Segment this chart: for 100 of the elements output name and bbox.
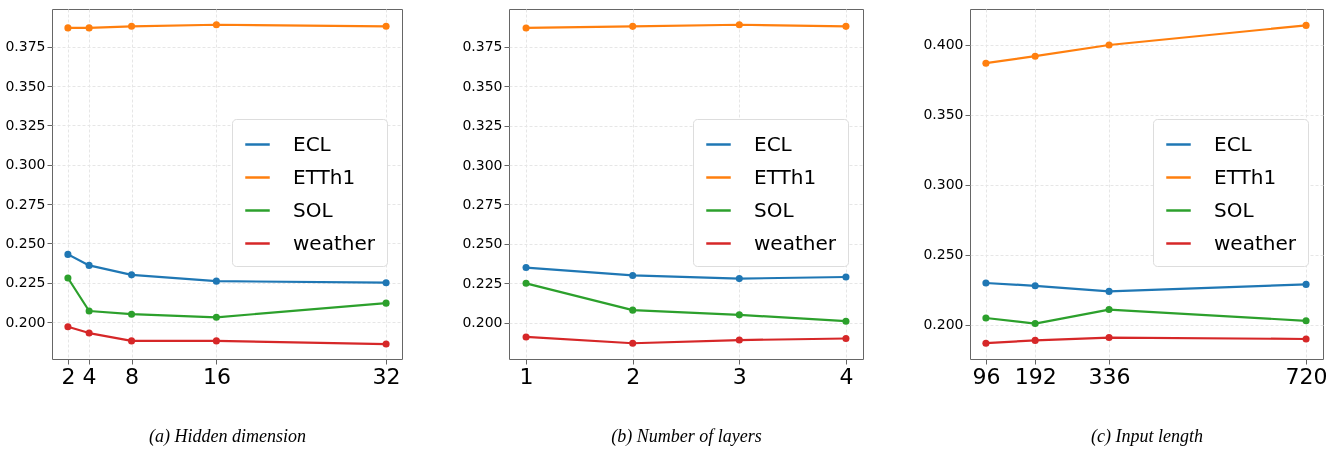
x-tick-label: 2 [626,363,641,389]
point [128,337,136,345]
legend-label: weather [293,230,376,255]
x-axis-title: (a) Hidden dimension [149,425,306,447]
y-tick-label: 0.300 [462,156,503,173]
point [64,323,72,331]
point [982,59,990,67]
point [1031,320,1039,328]
point [1105,306,1113,314]
point [382,279,390,287]
y-tick-label: 0.225 [462,274,503,291]
point [982,314,990,322]
y-tick-label: 0.350 [5,77,46,94]
point [629,22,637,30]
y-tick-label: 0.300 [923,176,964,193]
x-axis-title: (b) Number of layers [611,425,762,447]
legend-label: weather [754,230,837,255]
point [629,339,637,347]
point [522,333,530,341]
legend-label: ETTh1 [293,164,356,189]
y-tick-label: 0.200 [923,316,964,333]
point [85,329,93,337]
y-tick-label: 0.200 [5,313,46,330]
y-tick-label: 0.350 [923,106,964,123]
point [128,310,136,318]
point [212,277,220,285]
legend-label: ECL [1214,131,1253,156]
x-tick-label: 32 [372,363,401,389]
y-tick-label: 0.300 [5,156,46,173]
x-tick-label: 2 [61,363,76,389]
point [522,264,530,272]
point [64,274,72,282]
x-tick-label: 720 [1285,363,1328,389]
y-tick-label: 0.275 [5,195,46,212]
point [735,275,743,283]
point [522,24,530,32]
y-tick-label: 0.325 [462,117,503,134]
point [842,22,850,30]
point [212,21,220,29]
point [128,271,136,279]
point [1302,280,1310,288]
legend-label: ECL [754,131,793,156]
point [64,24,72,32]
point [735,311,743,319]
point [1031,52,1039,60]
point [382,340,390,348]
x-tick-label: 8 [125,363,140,389]
point [85,261,93,269]
x-tick-label: 4 [82,363,97,389]
point [1105,41,1113,49]
y-tick-label: 0.250 [462,235,503,252]
x-tick-label: 1 [519,363,534,389]
y-tick-label: 0.350 [462,77,503,94]
point [982,279,990,287]
point [128,22,136,30]
y-tick-label: 0.375 [462,38,503,55]
x-tick-label: 16 [202,363,231,389]
point [629,306,637,314]
point [212,337,220,345]
point [85,24,93,32]
x-axis-title: (c) Input length [1091,425,1203,447]
y-tick-label: 0.325 [5,116,46,133]
point [1031,282,1039,290]
x-tick-label: 192 [1014,363,1057,389]
legend-label: ETTh1 [1214,164,1277,189]
point [1105,334,1113,342]
legend-label: SOL [293,197,334,222]
point [1302,335,1310,343]
point [522,279,530,287]
point [382,22,390,30]
legend-label: weather [1214,230,1297,255]
point [735,336,743,344]
point [64,250,72,258]
x-tick-label: 3 [732,363,747,389]
y-tick-label: 0.200 [462,314,503,331]
point [982,339,990,347]
point [1031,336,1039,344]
legend-label: ETTh1 [754,164,817,189]
point [842,334,850,343]
point [735,21,743,29]
x-tick-label: 96 [972,363,1001,389]
point [629,271,637,279]
point [212,313,220,321]
legend-label: SOL [1214,197,1255,222]
y-tick-label: 0.400 [923,36,964,53]
y-tick-label: 0.275 [462,196,503,212]
point [1302,21,1310,29]
x-tick-label: 4 [839,363,854,389]
y-tick-label: 0.250 [5,234,46,251]
legend-label: SOL [754,197,795,222]
y-tick-label: 0.250 [923,246,964,263]
point [85,307,93,315]
point [842,317,850,325]
point [1302,317,1310,325]
legend-label: ECL [293,131,332,156]
point [382,299,390,307]
x-tick-label: 336 [1088,363,1131,389]
point [842,273,850,281]
point [1105,287,1113,295]
y-tick-label: 0.375 [5,38,46,55]
